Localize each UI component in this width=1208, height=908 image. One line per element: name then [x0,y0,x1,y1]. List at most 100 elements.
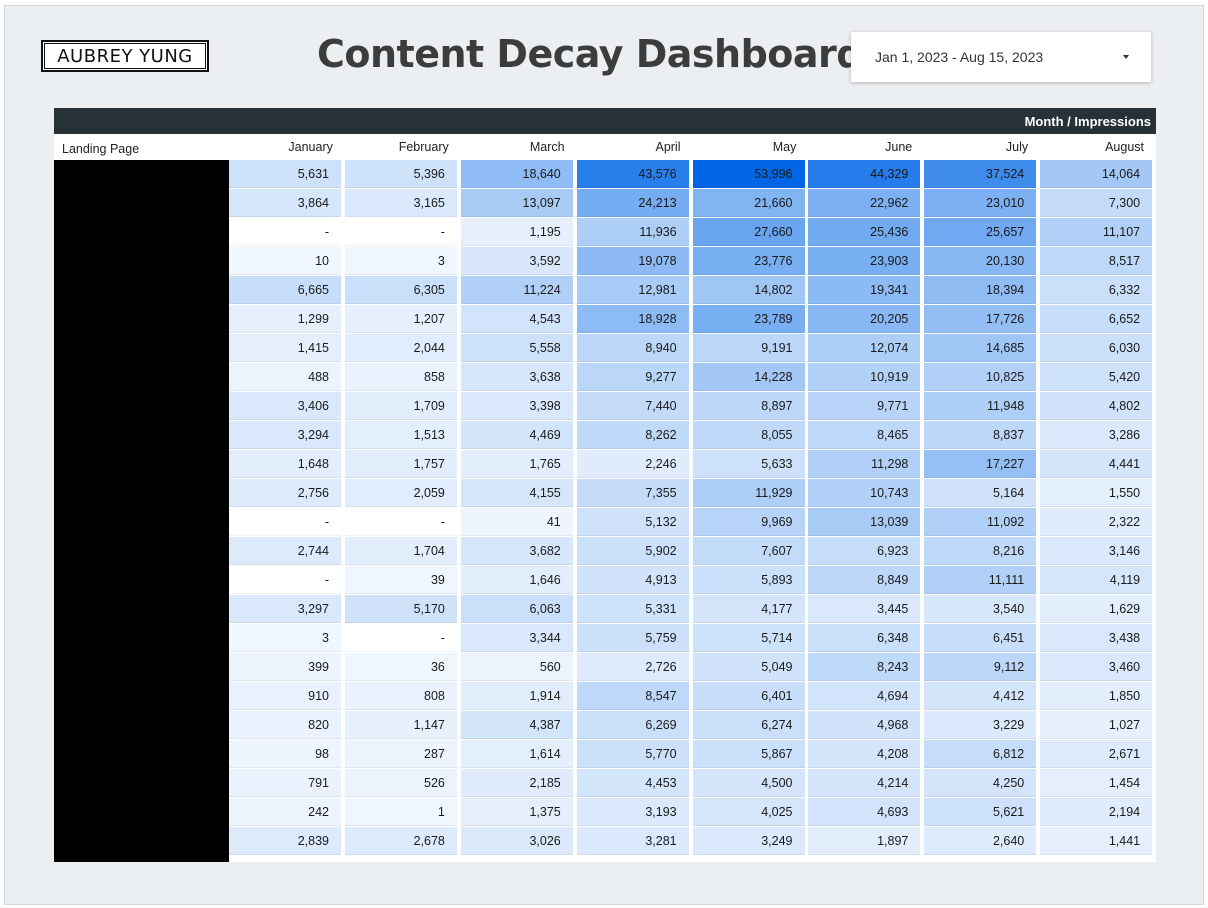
table-cell: 2,322 [1040,508,1153,536]
month-header[interactable]: February [398,140,449,154]
table-cell: 7,355 [576,479,689,507]
table-row[interactable]: 1,648 1,757 1,765 2,246 5,633 11,298 17,227 4,4… [229,450,1153,479]
table-row[interactable]: 399 36 560 2,726 5,049 8,243 9,112 3,460 [229,653,1153,682]
table-cell: 4,208 [808,740,921,768]
table-row[interactable]: 6,665 6,305 11,224 12,981 14,802 19,341 18,394… [229,276,1153,305]
table-cell: 3,864 [229,189,341,217]
table-row[interactable]: 98 287 1,614 5,770 5,867 4,208 6,812 2,671 [229,740,1153,769]
table-cell: 2,678 [344,827,457,855]
table-row[interactable]: 820 1,147 4,387 6,269 6,274 4,968 3,229 1,027 [229,711,1153,740]
table-row[interactable]: 910 808 1,914 8,547 6,401 4,694 4,412 1,850 [229,682,1153,711]
table-cell: 20,130 [924,247,1037,275]
table-cell: 11,936 [576,218,689,246]
table-cell: 9,277 [576,363,689,391]
table-cell: 2,194 [1040,798,1153,826]
table-row[interactable]: 791 526 2,185 4,453 4,500 4,214 4,250 1,454 [229,769,1153,798]
table-cell: 11,298 [808,450,921,478]
dropdown-caret-icon [1123,55,1129,59]
table-cell: 5,902 [576,537,689,565]
table-cell: 6,348 [808,624,921,652]
table-row[interactable]: 3-3,344 5,759 5,714 6,348 6,451 3,438 [229,624,1153,653]
table-row[interactable]: - -41 5,132 9,969 13,039 11,092 2,322 [229,508,1153,537]
table-cell: 4,412 [924,682,1037,710]
table-cell: 2,044 [344,334,457,362]
table-row[interactable]: 2,744 1,704 3,682 5,902 7,607 6,923 8,216 3,146 [229,537,1153,566]
date-range-picker[interactable]: Jan 1, 2023 - Aug 15, 2023 [851,32,1151,82]
table-cell: 4,543 [460,305,573,333]
table-row[interactable]: 242 1 1,375 3,193 4,025 4,693 5,621 2,194 [229,798,1153,827]
table-row[interactable]: - -1,195 11,936 27,660 25,436 25,657 11,107 [229,218,1153,247]
table-cell: 3,026 [460,827,573,855]
table-row[interactable]: 3,864 3,165 13,097 24,213 21,660 22,962 23,010… [229,189,1153,218]
table-cell: 2,640 [924,827,1037,855]
table-row[interactable]: 488 858 3,638 9,277 14,228 10,919 10,825 5,420 [229,363,1153,392]
table-row[interactable]: 1,415 2,044 5,558 8,940 9,191 12,074 14,685 6,0… [229,334,1153,363]
month-header[interactable]: March [529,140,565,154]
table-cell: 1,765 [460,450,573,478]
table-cell: 287 [344,740,457,768]
table-cell: 5,893 [692,566,805,594]
month-header[interactable]: June [885,140,913,154]
table-cell: 3,438 [1040,624,1153,652]
table-cell: 13,097 [460,189,573,217]
month-header[interactable]: January [288,140,333,154]
table-row[interactable]: -39 1,646 4,913 5,893 8,849 11,111 4,119 [229,566,1153,595]
impressions-pivot-table: Month / Impressions Landing Page January… [54,108,1156,862]
brand-logo: AUBREY YUNG [41,40,209,72]
table-row[interactable]: 5,631 5,396 18,640 43,576 53,996 44,329 37,524… [229,160,1153,189]
table-cell: 858 [344,363,457,391]
table-cell: - [229,218,341,246]
table-cell: 8,837 [924,421,1037,449]
table-cell: 36 [344,653,457,681]
table-cell: 7,440 [576,392,689,420]
table-row[interactable]: 3,294 1,513 4,469 8,262 8,055 8,465 8,837 3,286 [229,421,1153,450]
table-group-header: Month / Impressions [54,108,1156,134]
table-cell: 1,513 [344,421,457,449]
table-cell: 5,633 [692,450,805,478]
table-cell: 3 [229,624,341,652]
table-cell: 2,756 [229,479,341,507]
table-cell: 1,757 [344,450,457,478]
table-row[interactable]: 2,756 2,059 4,155 7,355 11,929 10,743 5,164 1,5… [229,479,1153,508]
table-row[interactable]: 1,299 1,207 4,543 18,928 23,789 20,205 17,726 6… [229,305,1153,334]
table-cell: 24,213 [576,189,689,217]
heatmap-grid: 5,631 5,396 18,640 43,576 53,996 44,329 37,524… [229,160,1153,862]
table-cell: 5,164 [924,479,1037,507]
table-cell: 3,398 [460,392,573,420]
table-cell: 13,039 [808,508,921,536]
month-header[interactable]: July [1005,140,1029,154]
table-cell: 6,451 [924,624,1037,652]
landing-page-header[interactable]: Landing Page [62,142,140,156]
table-cell: 1,299 [229,305,341,333]
table-cell: 4,250 [924,769,1037,797]
table-cell: 4,387 [460,711,573,739]
table-cell: 3,193 [576,798,689,826]
table-cell: 8,547 [576,682,689,710]
table-cell: 10,825 [924,363,1037,391]
table-cell: 3,682 [460,537,573,565]
month-header[interactable]: May [772,140,797,154]
table-cell: 8,465 [808,421,921,449]
table-cell: 8,055 [692,421,805,449]
table-cell: 1,415 [229,334,341,362]
table-cell: 5,631 [229,160,341,188]
month-header[interactable]: April [655,140,681,154]
table-cell: 39 [344,566,457,594]
table-row[interactable]: 10 3 3,592 19,078 23,776 23,903 20,130 8,517 [229,247,1153,276]
table-cell: 25,657 [924,218,1037,246]
month-header[interactable]: August [1105,140,1144,154]
table-cell: 1,027 [1040,711,1153,739]
table-cell: 18,394 [924,276,1037,304]
table-cell: 3,286 [1040,421,1153,449]
table-row[interactable]: 2,839 2,678 3,026 3,281 3,249 1,897 2,640 1,441 [229,827,1153,856]
table-cell: 18,928 [576,305,689,333]
table-cell: 8,262 [576,421,689,449]
table-cell: - [344,624,457,652]
table-row[interactable]: 3,297 5,170 6,063 5,331 4,177 3,445 3,540 1,629 [229,595,1153,624]
table-cell: 2,726 [576,653,689,681]
table-cell: 8,940 [576,334,689,362]
table-cell: 8,897 [692,392,805,420]
table-row[interactable]: 3,406 1,709 3,398 7,440 8,897 9,771 11,948 4,80… [229,392,1153,421]
table-cell: 11,948 [924,392,1037,420]
table-cell: 4,968 [808,711,921,739]
